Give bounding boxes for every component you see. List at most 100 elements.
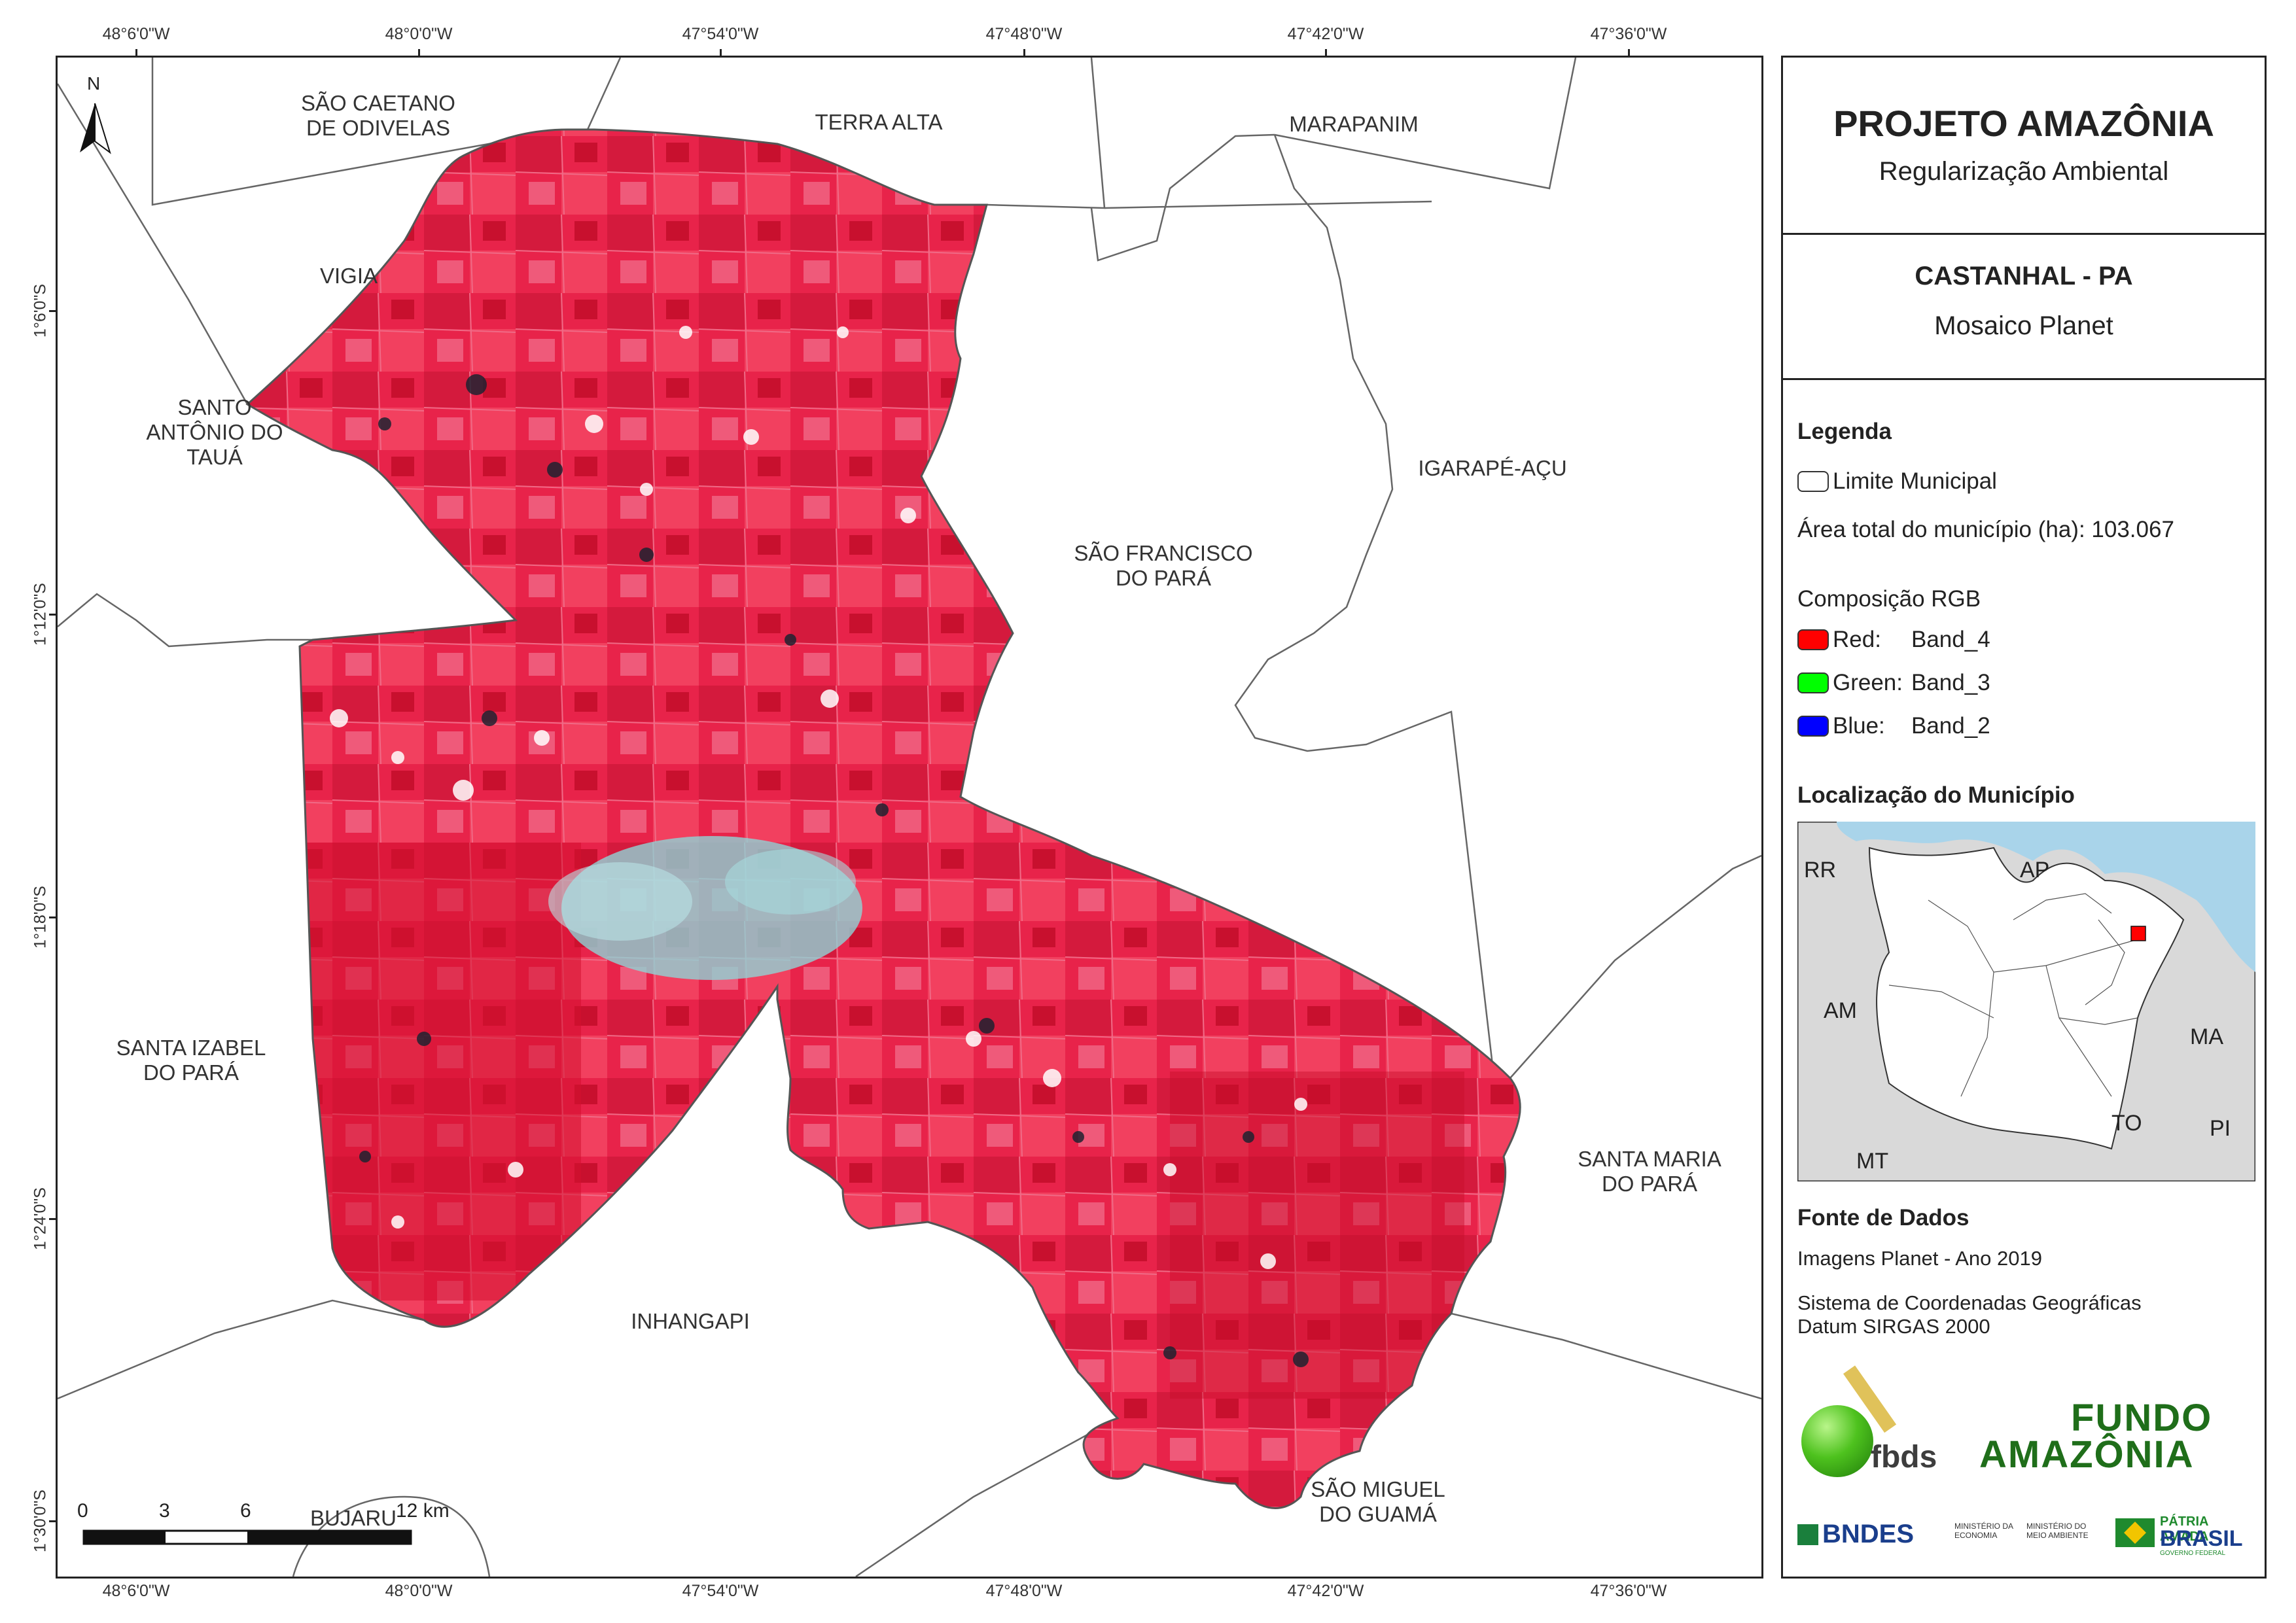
neighbor-santa-maria: SANTA MARIA DO PARÁ [1578,1147,1722,1196]
neighbor-marapanim: MARAPANIM [1289,112,1419,136]
legend-boundary-row: Limite Municipal [1797,468,1997,495]
neighbor-inhangapi: INHANGAPI [631,1309,750,1333]
tick [135,49,137,56]
band-label: Red: [1833,627,1881,652]
neighbor-sao-caetano: SÃO CAETANO DE ODIVELAS [301,91,455,140]
fundo-amazonia-logo: FUNDO AMAZÔNIA [1979,1396,2254,1481]
green-swatch [1797,672,1829,693]
neighbor-vigia: VIGIA [319,264,378,288]
lon-tick-bot-1: 48°6'0"W [102,1582,170,1600]
tick [49,1218,56,1220]
map-frame [56,56,1763,1579]
lon-tick-top-1: 48°6'0"W [102,25,170,43]
lon-tick-top-4: 47°48'0"W [985,25,1063,43]
bndes-mark-icon [1797,1524,1818,1545]
neighbor-terra-alta: TERRA ALTA [815,110,943,134]
lat-tick-5: 1°30'0"S [31,1490,50,1552]
patria-line2: BRASIL [2160,1526,2243,1551]
patria-amada-logo: PÁTRIA AMADA BRASIL GOVERNO FEDERAL [2115,1513,2253,1559]
red-swatch [1797,629,1829,650]
lon-tick-bot-2: 48°0'0"W [385,1582,453,1600]
scale-label-0: 0 [77,1500,88,1522]
scale-label-12: 12 km [396,1500,450,1522]
lon-tick-top-2: 48°0'0"W [385,25,453,43]
band-value: Band_4 [1911,627,1990,652]
divider [1783,378,2265,380]
tick [720,49,722,56]
tick [418,49,420,56]
lon-tick-top-3: 47°54'0"W [682,25,759,43]
locator-label-ma: MA [2190,1024,2223,1049]
neighbor-igarape-acu: IGARAPÉ-AÇU [1418,456,1567,480]
lon-tick-bot-5: 47°42'0"W [1287,1582,1364,1600]
legend-title: Legenda [1797,419,1892,444]
locator-map: RR AP AM MA TO PI MT [1797,822,2255,1181]
neighbor-santo-antonio: SANTO ANTÔNIO DO TAUÁ [146,395,283,469]
locator-label-ap: AP [2020,858,2049,882]
castanhal-imagery [247,130,1521,1509]
neighbor-sao-miguel: SÃO MIGUEL DO GUAMÁ [1311,1477,1445,1526]
lat-tick-3: 1°18'0"S [31,886,50,949]
blue-swatch [1797,716,1829,737]
patria-line3: GOVERNO FEDERAL [2160,1550,2226,1557]
project-title: PROJETO AMAZÔNIA [1833,103,2214,144]
neighbor-santa-izabel: SANTA IZABEL DO PARÁ [116,1036,266,1085]
band-row-green: Green: Band_3 [1797,670,1990,696]
locator-label-am: AM [1824,998,1857,1023]
neighbor-sao-francisco: SÃO FRANCISCO DO PARÁ [1074,541,1253,590]
band-value: Band_2 [1911,713,1990,739]
patria-line1: PÁTRIA AMADA [2160,1514,2209,1544]
lon-tick-bot-6: 47°36'0"W [1590,1582,1667,1600]
boundary-label: Limite Municipal [1833,468,1997,494]
lon-tick-top-5: 47°42'0"W [1287,25,1364,43]
tick [1628,49,1630,56]
map-canvas [58,58,1761,1577]
ministerio-meio-ambiente: MINISTÉRIO DO MEIO AMBIENTE [2026,1522,2089,1540]
neighbor-bujaru: BUJARU [309,1506,397,1530]
fbds-logo: fbds [1797,1365,1954,1478]
tick [1023,49,1025,56]
tick [49,1520,56,1522]
lon-tick-top-6: 47°36'0"W [1590,25,1667,43]
project-subtitle: Regularização Ambiental [1879,157,2169,186]
divider [1783,233,2265,235]
locator-title: Localização do Município [1797,782,2075,808]
sources-line2: Sistema de Coordenadas Geográficas [1797,1291,2142,1314]
locator-label-pi: PI [2210,1116,2231,1141]
sources-line3: Datum SIRGAS 2000 [1797,1315,1990,1338]
fbds-text: fbds [1871,1440,1937,1475]
band-row-blue: Blue: Band_2 [1797,713,1990,739]
north-label: N [87,73,101,94]
sources-title: Fonte de Dados [1797,1205,1969,1230]
bndes-text: BNDES [1822,1520,1915,1548]
locator-label-rr: RR [1804,858,1836,882]
tick [49,614,56,616]
boundary-swatch [1797,471,1829,492]
scale-bar [82,1529,412,1545]
mosaic-subtitle: Mosaico Planet [1934,311,2113,340]
band-row-red: Red: Band_4 [1797,627,1990,653]
lon-tick-bot-3: 47°54'0"W [682,1582,759,1600]
locator-label-mt: MT [1856,1149,1888,1174]
amazonia-text: AMAZÔNIA [1979,1433,2195,1476]
ministerio-economia: MINISTÉRIO DA ECONOMIA [1954,1522,2013,1540]
info-panel: PROJETO AMAZÔNIA Regularização Ambiental… [1781,56,2267,1579]
bndes-logo: BNDES [1797,1520,1914,1549]
fbds-sphere-icon [1801,1405,1873,1477]
municipality-title: CASTANHAL - PA [1915,262,2133,290]
lat-tick-1: 1°6'0"S [31,283,50,338]
castanhal-boundary [245,128,1521,1509]
scale-label-6: 6 [240,1500,251,1522]
area-label: Área total do município (ha): 103.067 [1797,517,2174,542]
north-arrow-icon [80,103,111,154]
scale-label-3: 3 [159,1500,170,1522]
fundo-text: FUNDO [2071,1397,2213,1439]
tick [1325,49,1327,56]
municipal-boundaries [58,58,1761,1577]
band-value: Band_3 [1911,670,1990,695]
band-label: Green: [1833,670,1903,695]
band-label: Blue: [1833,713,1885,739]
locator-label-to: TO [2111,1111,2142,1136]
lat-tick-4: 1°24'0"S [31,1187,50,1250]
lat-tick-2: 1°12'0"S [31,583,50,646]
